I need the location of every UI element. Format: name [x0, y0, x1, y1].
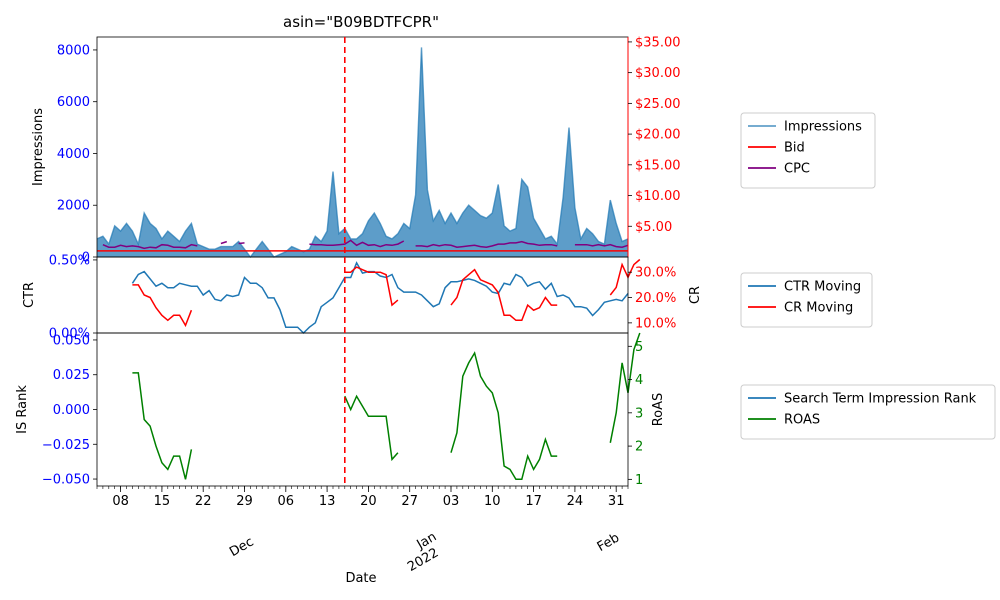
- impressions-panel: 0 2000 4000 6000 8000 $5.00 $10.00 $15.00 $20.00…: [31, 35, 681, 265]
- cpc-line: [220, 240, 228, 245]
- cpc-line: [415, 240, 558, 248]
- y-tick-label: 0: [82, 251, 90, 266]
- y-tick-label: 0.050: [53, 333, 90, 348]
- y-tick-label: 4000: [57, 147, 90, 162]
- x-tick-label: 15: [154, 494, 171, 509]
- panel-frame: [96, 332, 629, 487]
- y-tick-label: 8000: [57, 43, 90, 58]
- legend-label: ROAS: [784, 413, 820, 428]
- y-tick-label-right: $35.00: [635, 35, 681, 50]
- x-tick-label: 08: [112, 494, 129, 509]
- x-tick-label: 06: [278, 494, 295, 509]
- chart-title: asin="B09BDTFCPR": [283, 13, 439, 31]
- y-tick-label-right: $10.00: [635, 189, 681, 204]
- y-tick-label-right: $25.00: [635, 97, 681, 112]
- cpc-line: [102, 243, 198, 250]
- y-tick-label-right: 20.0%: [635, 291, 676, 306]
- cr-moving-line: [132, 284, 193, 328]
- roas-line: [609, 332, 641, 443]
- x-tick-label: 27: [401, 494, 418, 509]
- x-tick-label: 29: [236, 494, 253, 509]
- x-month-label: Feb: [595, 530, 622, 555]
- roas-line: [132, 372, 193, 480]
- y-tick-label-right: $30.00: [635, 66, 681, 81]
- y-axis-label-left: Impressions: [31, 108, 46, 186]
- cpc-line: [574, 243, 629, 248]
- legend-label: CTR Moving: [784, 280, 861, 295]
- impressions-line: [96, 47, 629, 259]
- roas-line: [344, 394, 399, 462]
- x-tick-label: 10: [484, 494, 501, 509]
- y-tick-label-right: 4: [635, 373, 643, 388]
- legend-label: Bid: [784, 141, 805, 156]
- cpc-line: [238, 242, 245, 245]
- y-tick-label-right: 5: [635, 340, 643, 355]
- roas-line: [450, 351, 558, 481]
- x-tick-label: 31: [608, 494, 625, 509]
- cr-moving-line: [609, 258, 641, 296]
- cpc-line: [309, 239, 405, 248]
- legends: Impressions Bid CPC CTR Moving CR Moving Sear…: [740, 112, 996, 440]
- cr-moving-line: [344, 266, 399, 307]
- y-tick-label-right: $15.00: [635, 158, 681, 173]
- y-tick-label: 0.00%: [49, 327, 90, 342]
- x-tick-label: 24: [567, 494, 584, 509]
- y-tick-label: 2000: [57, 199, 90, 214]
- y-axis-label-right: RoAS: [651, 393, 666, 427]
- x-tick-label: 22: [195, 494, 212, 509]
- legend-label: CPC: [784, 162, 810, 177]
- y-tick-label: 0.000: [53, 403, 90, 418]
- impressions-area: [97, 47, 628, 258]
- is-rank-roas-panel: −0.050 −0.025 0.000 0.025 0.050 1 2 3 4 5 IS Rank R…: [15, 332, 666, 488]
- ctr-cr-panel: 0.00% 0.50% 10.0% 20.0% 30.0% CTR CR: [22, 253, 703, 341]
- y-tick-label-right: 1: [635, 473, 643, 488]
- x-axis-label: Date: [345, 571, 376, 586]
- legend-box: [740, 112, 876, 189]
- legend-box: [740, 384, 996, 440]
- y-tick-label-right: $5.00: [635, 220, 672, 235]
- y-tick-label-right: $20.00: [635, 128, 681, 143]
- y-axis-label-right: CR: [688, 286, 703, 304]
- y-tick-label-right: 2: [635, 440, 643, 455]
- x-month-label: Dec: [227, 534, 256, 560]
- legend-label: Search Term Impression Rank: [784, 392, 977, 407]
- y-tick-label-right: 3: [635, 406, 643, 421]
- ctr-moving-line: [131, 261, 629, 335]
- legend-label: CR Moving: [784, 301, 853, 316]
- y-tick-label-right: 10.0%: [635, 316, 676, 331]
- x-tick-label: 20: [360, 494, 377, 509]
- y-axis-label-left: CTR: [22, 282, 37, 308]
- y-tick-label-right: 30.0%: [635, 266, 676, 281]
- cr-moving-line: [450, 268, 558, 322]
- x-tick-label: 17: [525, 494, 542, 509]
- y-tick-label: 0.025: [53, 368, 90, 383]
- x-tick-label: 13: [319, 494, 336, 509]
- y-axis-label-left: IS Rank: [15, 385, 30, 434]
- y-tick-label: −0.050: [42, 473, 90, 488]
- y-tick-label: −0.025: [42, 438, 90, 453]
- panel-frame: [96, 256, 629, 334]
- panel-frame: [96, 36, 629, 258]
- x-tick-label: 03: [443, 494, 460, 509]
- y-tick-label: 0.50%: [49, 253, 90, 268]
- legend-label: Impressions: [784, 120, 862, 135]
- y-tick-label: 6000: [57, 95, 90, 110]
